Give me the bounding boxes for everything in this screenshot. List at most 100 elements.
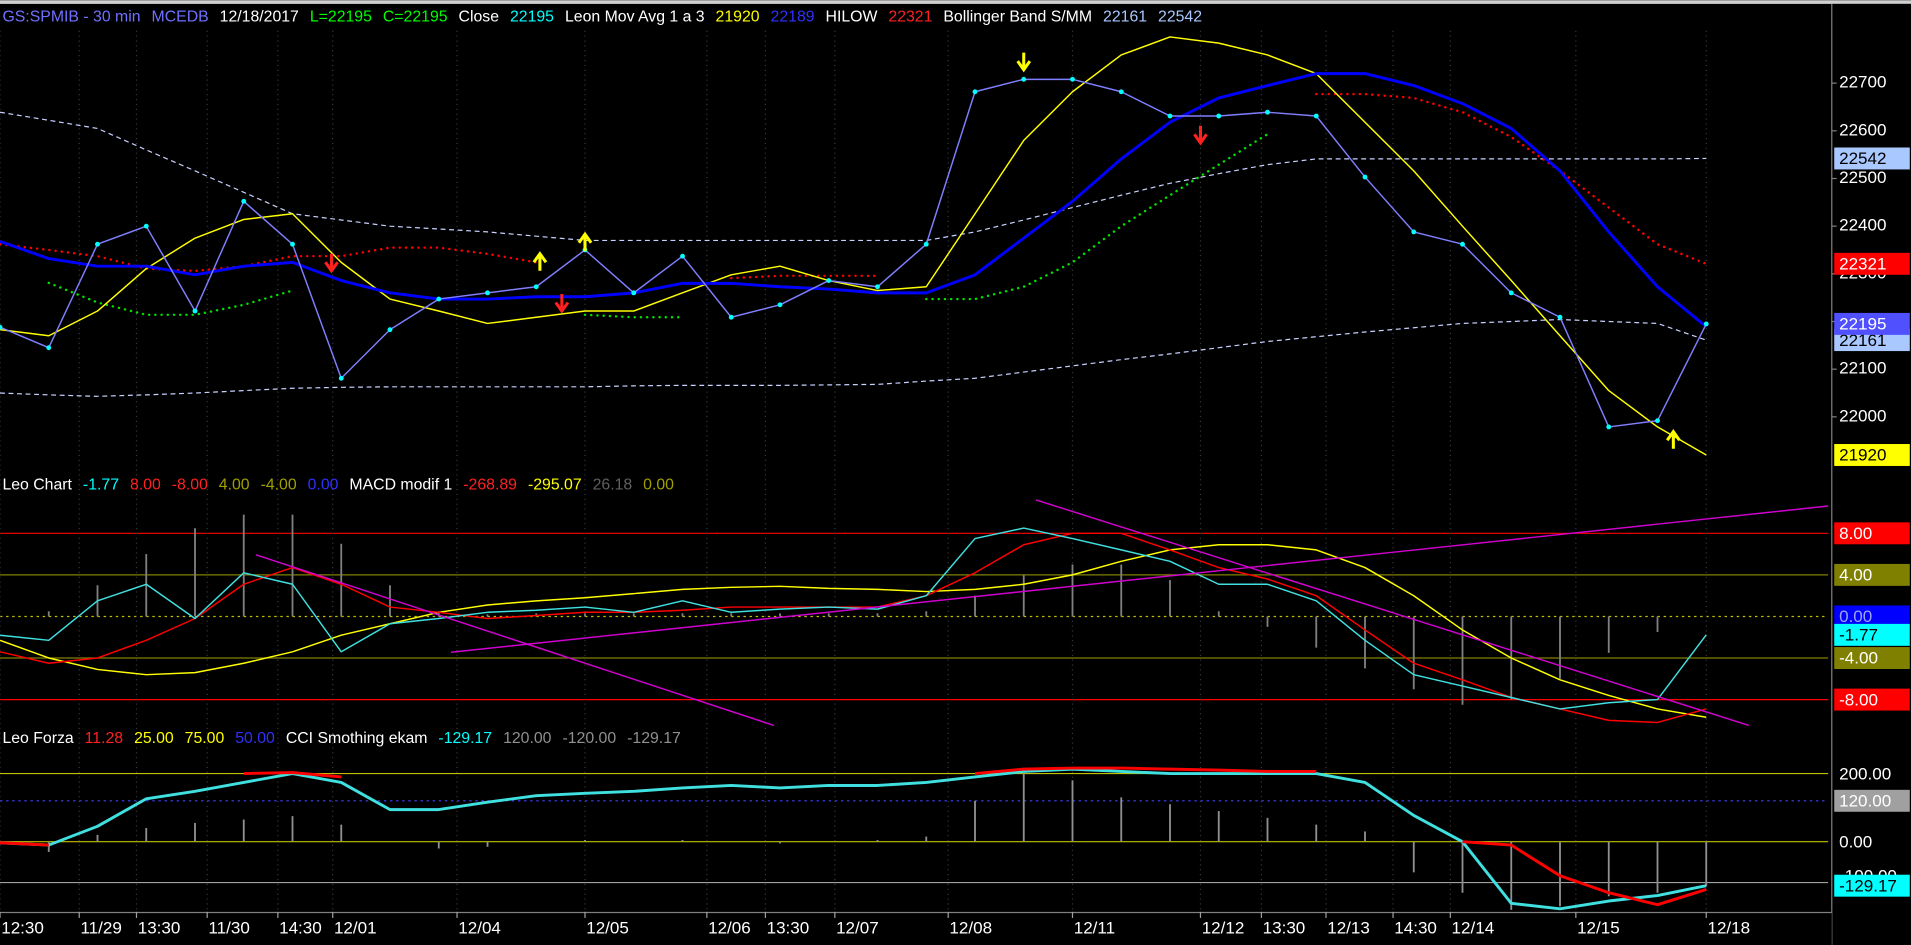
x-tick-label: 11/30 xyxy=(208,918,249,937)
x-tick-label: 12/14 xyxy=(1452,918,1495,937)
legend-entry: Leon Mov Avg 1 a 3 xyxy=(565,8,705,25)
sell-arrow xyxy=(1016,52,1032,73)
value-tag xyxy=(1834,830,1910,853)
value-tag-label: -4.00 xyxy=(1839,649,1878,668)
y-tick-label: 22400 xyxy=(1839,216,1886,235)
value-tag xyxy=(1834,623,1910,646)
x-tick-label: 13:30 xyxy=(138,918,181,937)
series-line xyxy=(0,532,1707,724)
legend-entry: 8.00 xyxy=(130,476,161,493)
value-tag-label: 0.00 xyxy=(1839,607,1872,626)
legend-entry: 0.00 xyxy=(643,476,674,493)
series-line xyxy=(0,76,1709,430)
value-tag xyxy=(1834,522,1910,545)
value-tag-label: 0.00 xyxy=(1839,832,1872,851)
value-tag xyxy=(1834,762,1910,785)
x-tick-label: 12/18 xyxy=(1707,918,1750,937)
buy-arrow xyxy=(577,231,593,252)
trendline xyxy=(450,505,1829,653)
legend-entry: MACD modif 1 xyxy=(349,476,452,493)
signal-arrows xyxy=(324,52,1681,449)
axis-layer: GS:SPMIB - 30 min MCEDB 12/18/2017 L=22195 C… xyxy=(0,8,1910,937)
legend-entry: -1.77 xyxy=(83,476,119,493)
trendline xyxy=(255,554,775,727)
pane xyxy=(0,514,1707,724)
value-tag xyxy=(1834,252,1910,275)
legend-entry: CCI Smothing ekam xyxy=(286,730,428,747)
legend-entry: 26.18 xyxy=(593,476,633,493)
legend-entry: 120.00 xyxy=(503,730,552,747)
x-tick-label: 12/11 xyxy=(1074,918,1115,937)
value-tag-label: 22321 xyxy=(1839,255,1886,274)
legend-entry: MCEDB xyxy=(152,8,209,25)
sell-arrow xyxy=(1193,125,1208,146)
value-tag xyxy=(1834,563,1910,586)
x-tick-label: 12/04 xyxy=(458,918,501,937)
legend-entry: 22321 xyxy=(888,8,932,25)
value-tag-label: -1.77 xyxy=(1839,626,1878,645)
sell-arrow xyxy=(554,293,570,314)
x-tick-label: 12/05 xyxy=(586,918,629,937)
legend-entry: 12/18/2017 xyxy=(220,8,299,25)
legend-entry: 75.00 xyxy=(185,730,225,747)
legend-entry: 11.28 xyxy=(85,730,124,747)
legend-entry: -295.07 xyxy=(528,476,582,493)
x-axis-strip xyxy=(0,913,1832,945)
legend-entry: GS:SPMIB - 30 min xyxy=(2,8,140,25)
x-tick-label: 13:30 xyxy=(1263,918,1306,937)
value-tag xyxy=(1834,312,1910,335)
x-tick-label: 12/15 xyxy=(1577,918,1620,937)
y-tick-label: 22000 xyxy=(1839,406,1886,425)
y-tick-label: 22700 xyxy=(1839,73,1886,92)
value-tag xyxy=(1834,688,1910,711)
legend-entry: -129.17 xyxy=(627,730,681,747)
x-tick-label: 13:30 xyxy=(767,918,810,937)
y-tick-label: 22100 xyxy=(1839,359,1886,378)
legend-entry: 0.00 xyxy=(308,476,339,493)
legend-entry: 22542 xyxy=(1158,8,1202,25)
x-tick-label: 14:30 xyxy=(1394,918,1437,937)
buy-arrow xyxy=(1666,429,1681,449)
legend-entry: -129.17 xyxy=(438,730,492,747)
plot-layer xyxy=(0,36,1709,911)
legend-entry: 4.00 xyxy=(219,476,250,493)
pane xyxy=(0,36,1709,456)
series-line xyxy=(0,767,1707,911)
y-tick-label: 22600 xyxy=(1839,120,1886,139)
legend-entry: Bollinger Band S/MM xyxy=(943,8,1092,25)
value-tag-label: 21920 xyxy=(1839,446,1886,465)
trendlines xyxy=(255,499,1829,727)
legend-entry: -4.00 xyxy=(261,476,297,493)
value-tag xyxy=(1834,874,1910,897)
value-tag-label: 22161 xyxy=(1839,331,1886,350)
sell-arrow xyxy=(324,253,339,274)
top-border xyxy=(0,0,1911,4)
legend-entry: HILOW xyxy=(826,8,878,25)
legend-entry: L=22195 xyxy=(310,8,372,25)
pane xyxy=(0,766,1708,911)
legend-entry: 22195 xyxy=(510,8,554,25)
x-tick-label: 12/12 xyxy=(1202,918,1245,937)
legend-entry: Leo Forza xyxy=(2,730,73,747)
value-tag xyxy=(1834,444,1910,466)
buy-arrow xyxy=(532,251,548,271)
legend-entry: -8.00 xyxy=(172,476,208,493)
series-line xyxy=(0,544,1707,718)
x-tick-label: 12/13 xyxy=(1327,918,1370,937)
value-tag xyxy=(1834,147,1910,170)
value-tag xyxy=(1834,605,1910,628)
legend-entry: 50.00 xyxy=(235,730,275,747)
x-tick-label: 12/07 xyxy=(836,918,879,937)
legend-entry: C=22195 xyxy=(383,8,448,25)
trendline xyxy=(1035,499,1750,727)
value-tag-label: -8.00 xyxy=(1839,690,1878,709)
legend-entry: 22189 xyxy=(771,8,815,25)
legend-entry: Close xyxy=(459,8,500,25)
value-tag xyxy=(1834,789,1910,812)
value-tag-label: 22542 xyxy=(1839,149,1886,168)
x-tick-label: 12/01 xyxy=(334,918,377,937)
legend-entry: -268.89 xyxy=(463,476,517,493)
